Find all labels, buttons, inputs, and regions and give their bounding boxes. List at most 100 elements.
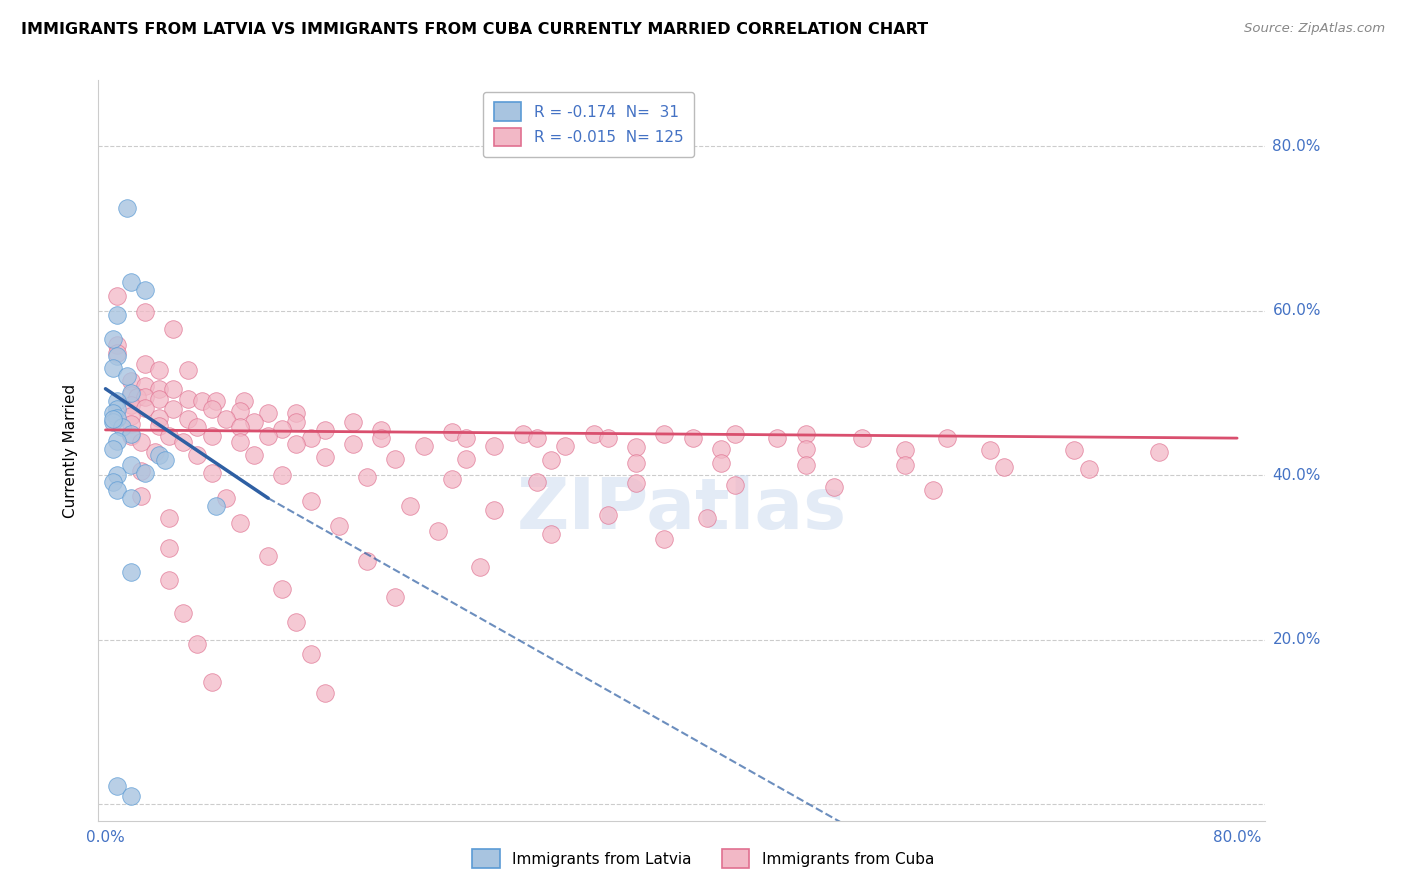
Point [271, 422, 294, 436]
Point [120, 275, 142, 289]
Point [285, 437, 308, 451]
Point [186, 448, 208, 462]
Point [105, 346, 128, 360]
Point [190, 394, 212, 409]
Point [157, 541, 180, 555]
Point [157, 574, 180, 588]
Point [120, 565, 142, 579]
Point [120, 491, 142, 505]
Point [624, 456, 647, 470]
Point [157, 428, 180, 442]
Point [200, 675, 222, 690]
Point [205, 500, 228, 514]
Point [134, 305, 156, 319]
Point [162, 402, 184, 417]
Point [314, 450, 336, 464]
Point [148, 363, 170, 377]
Point [484, 502, 506, 516]
Point [540, 527, 562, 541]
Point [148, 392, 170, 407]
Point [105, 402, 128, 417]
Point [143, 445, 166, 459]
Point [129, 489, 152, 503]
Point [823, 480, 845, 494]
Point [922, 483, 945, 497]
Point [1077, 461, 1099, 475]
Point [105, 338, 128, 352]
Point [526, 431, 548, 445]
Point [554, 439, 576, 453]
Point [120, 385, 142, 400]
Text: IMMIGRANTS FROM LATVIA VS IMMIGRANTS FROM CUBA CURRENTLY MARRIED CORRELATION CHA: IMMIGRANTS FROM LATVIA VS IMMIGRANTS FRO… [21, 22, 928, 37]
Point [120, 374, 142, 388]
Point [470, 560, 492, 574]
Point [257, 428, 280, 442]
Point [105, 468, 128, 483]
Point [120, 417, 142, 431]
Point [101, 412, 124, 426]
Point [134, 390, 156, 404]
Point [176, 412, 198, 426]
Point [148, 448, 170, 462]
Point [215, 412, 238, 426]
Point [696, 511, 718, 525]
Point [426, 524, 449, 538]
Point [441, 425, 464, 440]
Point [176, 392, 198, 407]
Point [105, 434, 128, 448]
Point [314, 423, 336, 437]
Point [624, 440, 647, 454]
Point [794, 458, 817, 473]
Point [710, 456, 733, 470]
Point [285, 407, 308, 421]
Point [186, 637, 208, 651]
Point [101, 442, 124, 456]
Point [148, 382, 170, 396]
Point [441, 472, 464, 486]
Point [596, 508, 619, 522]
Point [299, 494, 322, 508]
Point [893, 443, 915, 458]
Point [724, 478, 747, 492]
Point [257, 549, 280, 563]
Point [148, 418, 170, 433]
Point [936, 431, 959, 445]
Point [271, 468, 294, 483]
Point [526, 475, 548, 489]
Y-axis label: Currently Married: Currently Married [63, 384, 77, 517]
Point [172, 435, 194, 450]
Point [893, 458, 915, 473]
Point [285, 415, 308, 429]
Point [342, 415, 364, 429]
Point [328, 519, 350, 533]
Point [299, 648, 322, 662]
Point [162, 322, 184, 336]
Point [540, 453, 562, 467]
Point [200, 428, 222, 442]
Point [582, 427, 605, 442]
Point [271, 582, 294, 596]
Point [120, 427, 142, 442]
Point [412, 438, 434, 452]
Point [794, 442, 817, 456]
Point [398, 500, 420, 514]
Point [257, 406, 280, 420]
Text: 40.0%: 40.0% [1272, 467, 1320, 483]
Point [105, 349, 128, 363]
Point [105, 779, 128, 793]
Point [120, 789, 142, 803]
Text: ZIPatlas: ZIPatlas [517, 475, 846, 544]
Point [979, 443, 1001, 458]
Point [120, 409, 142, 423]
Point [314, 686, 336, 700]
Point [724, 427, 747, 442]
Point [229, 420, 252, 434]
Point [229, 435, 252, 450]
Point [243, 448, 266, 462]
Point [101, 333, 124, 347]
Point [115, 369, 138, 384]
Point [186, 420, 208, 434]
Point [484, 439, 506, 453]
Point [105, 308, 128, 322]
Point [101, 407, 124, 421]
